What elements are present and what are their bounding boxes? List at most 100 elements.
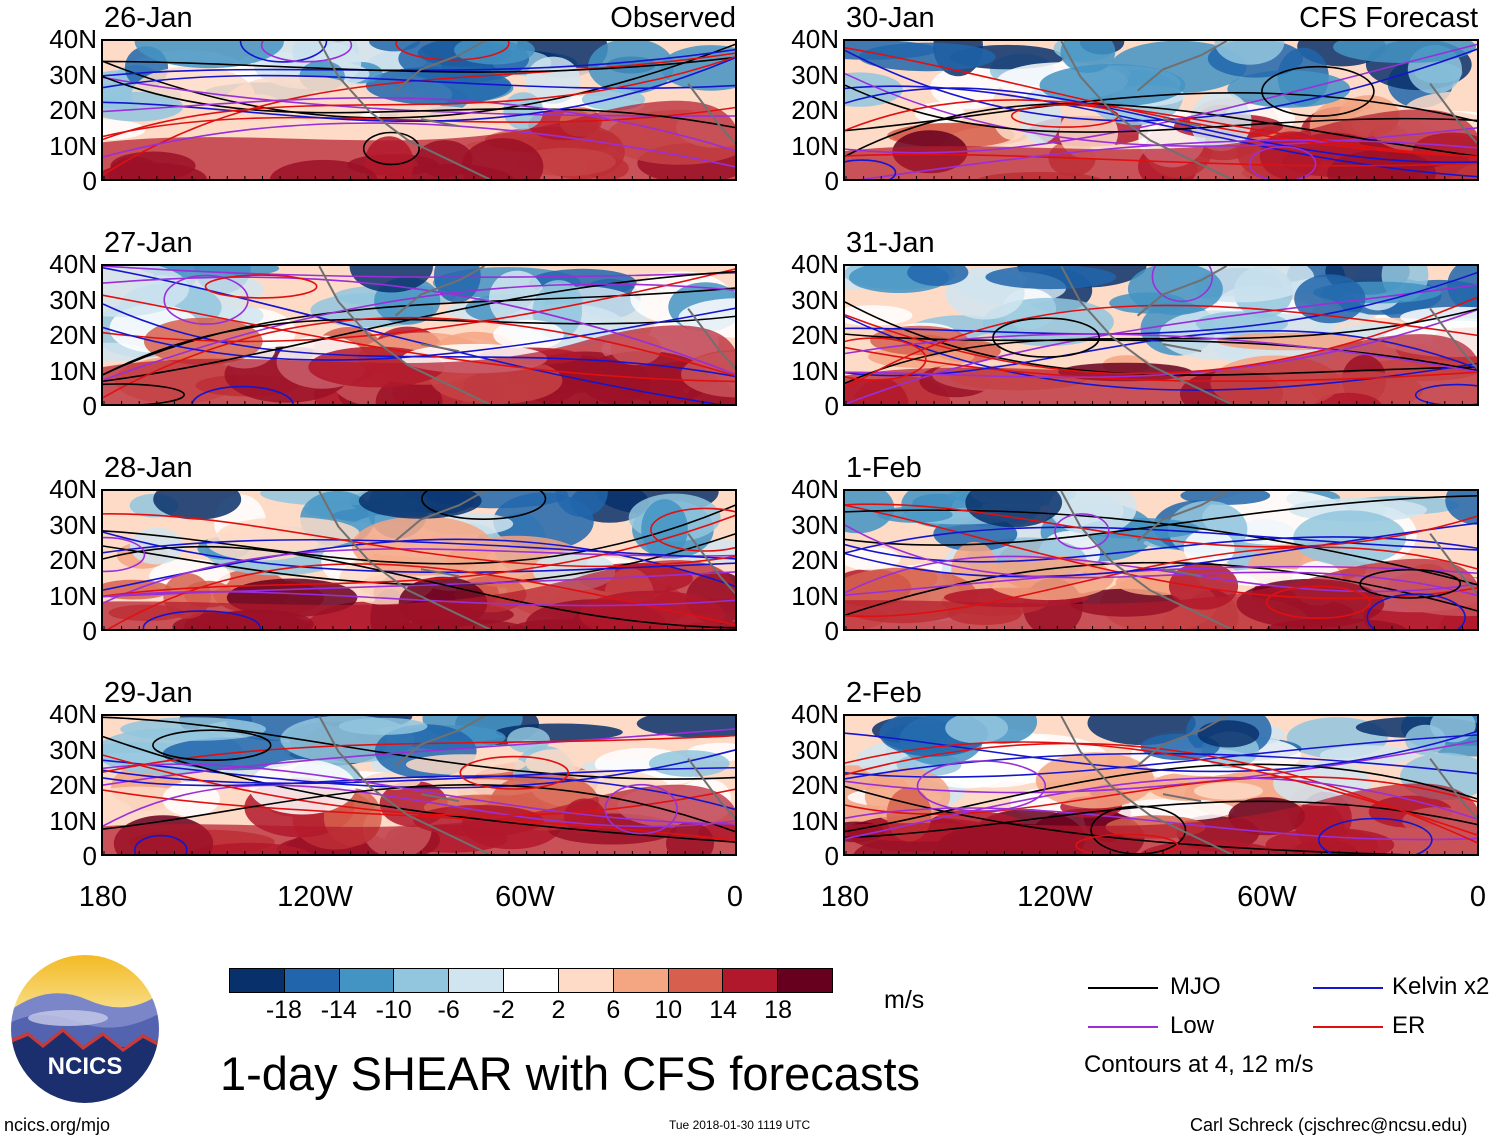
colorbar-swatch-6	[557, 969, 613, 992]
colorbar-swatch-7	[612, 969, 668, 992]
y-tick-30-jan-4: 0	[824, 166, 839, 196]
shear-map-28-jan	[101, 489, 737, 631]
y-tick-29-jan-2: 20N	[49, 770, 97, 800]
shear-map-26-jan	[101, 39, 737, 181]
x-tick-0-right: 0	[1469, 881, 1487, 913]
y-tick-29-jan-3: 10N	[49, 805, 97, 836]
ncics-logo: NCICS	[9, 953, 161, 1105]
legend-mjo-line	[1088, 987, 1158, 989]
x-tick-60w-left: 60W	[495, 881, 555, 913]
colorbar-unit: m/s	[884, 986, 925, 1014]
colorbar-swatch-2	[338, 969, 394, 992]
shear-map-30-jan	[843, 39, 1479, 181]
y-tick-31-jan-3: 10N	[791, 355, 839, 386]
legend-note: Contours at 4, 12 m/s	[1084, 1051, 1314, 1078]
y-tick-29-jan-4: 0	[82, 841, 97, 871]
y-tick-28-jan-1: 30N	[49, 509, 97, 540]
y-tick-30-jan-2: 20N	[791, 95, 839, 125]
x-tick-60w-right: 60W	[1237, 881, 1297, 913]
y-tick-31-jan-4: 0	[824, 391, 839, 421]
colorbar-label-6: 6	[606, 996, 621, 1024]
panel-date-27-jan: 27-Jan	[104, 227, 193, 259]
y-tick-1-feb-2: 20N	[791, 545, 839, 575]
x-tick-120w-right: 120W	[1017, 881, 1093, 913]
colorbar-label-2: -10	[375, 996, 412, 1024]
y-tick-26-jan-0: 40N	[49, 24, 97, 54]
shear-map-29-jan	[101, 714, 737, 856]
y-tick-27-jan-0: 40N	[49, 249, 97, 279]
y-tick-28-jan-4: 0	[82, 616, 97, 646]
y-tick-27-jan-2: 20N	[49, 320, 97, 350]
panel-date-31-jan: 31-Jan	[846, 227, 935, 259]
colorbar-label-4: -2	[492, 996, 515, 1024]
colorbar-swatch-3	[393, 969, 449, 992]
y-tick-2-feb-4: 0	[824, 841, 839, 871]
y-tick-30-jan-3: 10N	[791, 130, 839, 161]
legend-mjo-label: MJO	[1170, 973, 1221, 1000]
y-tick-28-jan-2: 20N	[49, 545, 97, 575]
y-tick-26-jan-3: 10N	[49, 130, 97, 161]
shear-map-31-jan	[843, 264, 1479, 406]
shear-map-1-feb	[843, 489, 1479, 631]
y-tick-1-feb-3: 10N	[791, 580, 839, 611]
colorbar-label-5: 2	[551, 996, 566, 1024]
legend-kelvin-label: Kelvin x2	[1392, 973, 1490, 1000]
colorbar-label-0: -18	[265, 996, 302, 1024]
observed-header: Observed	[610, 2, 736, 34]
y-tick-30-jan-0: 40N	[791, 24, 839, 54]
y-tick-31-jan-1: 30N	[791, 284, 839, 315]
colorbar-label-8: 14	[709, 996, 738, 1024]
footer-timestamp: Tue 2018-01-30 1119 UTC	[669, 1118, 811, 1132]
x-tick-0-left: 0	[726, 881, 744, 913]
footer-url-link[interactable]: ncics.org/mjo	[4, 1115, 111, 1135]
y-tick-27-jan-4: 0	[82, 391, 97, 421]
panel-date-1-feb: 1-Feb	[846, 452, 922, 484]
y-tick-2-feb-2: 20N	[791, 770, 839, 800]
y-tick-2-feb-3: 10N	[791, 805, 839, 836]
main-title: 1-day SHEAR with CFS forecasts	[220, 1047, 920, 1100]
panel-date-2-feb: 2-Feb	[846, 677, 922, 709]
y-tick-29-jan-1: 30N	[49, 734, 97, 765]
x-tick-120w-left: 120W	[277, 881, 353, 913]
legend-low-label: Low	[1170, 1012, 1215, 1039]
y-tick-2-feb-1: 30N	[791, 734, 839, 765]
y-tick-27-jan-3: 10N	[49, 355, 97, 386]
colorbar-swatch-4	[448, 969, 504, 992]
y-tick-26-jan-2: 20N	[49, 95, 97, 125]
y-tick-28-jan-3: 10N	[49, 580, 97, 611]
colorbar-label-7: 10	[654, 996, 683, 1024]
y-tick-26-jan-4: 0	[82, 166, 97, 196]
panel-date-29-jan: 29-Jan	[104, 677, 193, 709]
colorbar-swatch-1	[283, 969, 339, 992]
legend-er-line	[1313, 1026, 1383, 1028]
legend-kelvin-line	[1313, 987, 1383, 989]
x-tick-180-left: 180	[78, 881, 128, 913]
colorbar-swatch-5	[503, 969, 558, 992]
colorbar-swatch-8	[667, 969, 723, 992]
shear-map-2-feb	[843, 714, 1479, 856]
colorbar-swatch-9	[722, 969, 778, 992]
colorbar-swatch-0	[230, 969, 284, 992]
logo-text: NCICS	[48, 1053, 123, 1080]
x-tick-180-right: 180	[820, 881, 870, 913]
y-tick-26-jan-1: 30N	[49, 59, 97, 90]
panel-date-28-jan: 28-Jan	[104, 452, 193, 484]
colorbar-label-9: 18	[764, 996, 792, 1024]
footer-author: Carl Schreck (cjschrec@ncsu.edu)	[1190, 1115, 1468, 1135]
y-tick-1-feb-1: 30N	[791, 509, 839, 540]
y-tick-28-jan-0: 40N	[49, 474, 97, 504]
y-tick-1-feb-0: 40N	[791, 474, 839, 504]
forecast-header: CFS Forecast	[1299, 2, 1478, 34]
legend-er-label: ER	[1392, 1012, 1426, 1039]
panel-date-30-jan: 30-Jan	[846, 2, 935, 34]
y-tick-1-feb-4: 0	[824, 616, 839, 646]
shear-map-27-jan	[101, 264, 737, 406]
colorbar	[229, 968, 833, 993]
legend-low-line	[1088, 1026, 1158, 1028]
y-tick-29-jan-0: 40N	[49, 699, 97, 729]
y-tick-2-feb-0: 40N	[791, 699, 839, 729]
y-tick-31-jan-2: 20N	[791, 320, 839, 350]
colorbar-label-3: -6	[437, 996, 460, 1024]
panel-date-26-jan: 26-Jan	[104, 2, 193, 34]
y-tick-27-jan-1: 30N	[49, 284, 97, 315]
